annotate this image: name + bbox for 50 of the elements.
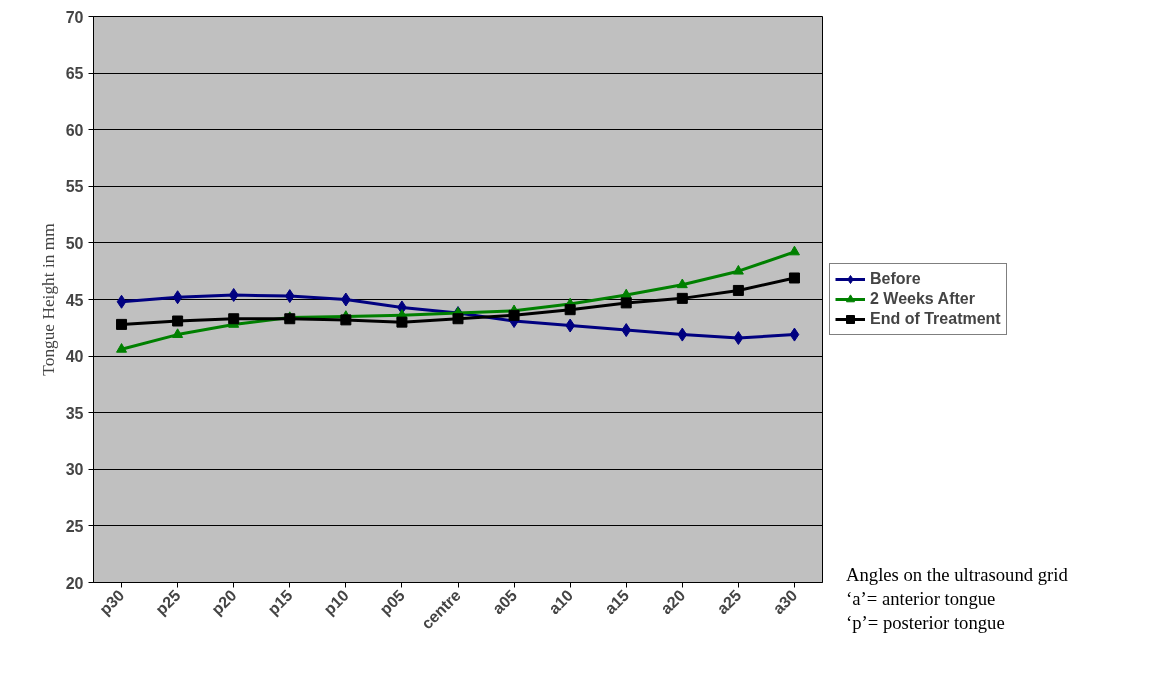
- y-tick-label: 40: [65, 348, 84, 366]
- point: [732, 284, 744, 296]
- y-tick-label: 65: [65, 65, 84, 83]
- point: [508, 309, 520, 321]
- point: [228, 313, 240, 325]
- point: [116, 294, 127, 309]
- x-tick-label: a15: [601, 586, 633, 618]
- text: ‘p’= posterior tongue: [846, 612, 1005, 633]
- point: [677, 327, 688, 342]
- point: [228, 287, 239, 302]
- point: [788, 272, 800, 284]
- x-tick-label: a25: [713, 586, 745, 618]
- point: [452, 313, 464, 325]
- point: [676, 278, 688, 289]
- point: [788, 245, 800, 256]
- y-tick-label: 30: [65, 461, 84, 479]
- x-tick-label: a20: [657, 586, 689, 618]
- point: [564, 304, 576, 316]
- point: [172, 315, 184, 327]
- point: [396, 316, 408, 328]
- point: [789, 327, 800, 342]
- text: ‘a’= anterior tongue: [846, 588, 996, 609]
- y-tick-label: 50: [65, 234, 84, 252]
- point: [340, 314, 352, 326]
- x-tick-label: a10: [545, 586, 577, 618]
- point: [676, 292, 688, 304]
- x-tick-label: a30: [769, 586, 801, 618]
- point: [732, 264, 744, 275]
- legend-label: End of Treatment: [870, 310, 1001, 328]
- point: [284, 289, 295, 304]
- y-axis-title: Tongue Height in mm: [38, 222, 58, 376]
- legend-label: 2 Weeks After: [870, 290, 975, 308]
- point: [172, 290, 183, 305]
- point: [284, 313, 296, 325]
- y-tick-label: 45: [65, 291, 84, 309]
- point: [116, 318, 128, 330]
- legend-label: Before: [870, 270, 921, 288]
- x-tick-label: a05: [489, 586, 521, 618]
- y-tick-label: 20: [65, 574, 84, 592]
- point: [733, 330, 744, 345]
- y-tick-label: 55: [65, 178, 84, 196]
- point: [620, 297, 632, 309]
- point: [116, 343, 128, 353]
- y-tick-label: 70: [65, 8, 84, 26]
- y-tick-label: 25: [65, 517, 84, 535]
- point: [621, 323, 632, 338]
- text: Angles on the ultrasound grid: [846, 564, 1068, 585]
- y-tick-label: 35: [65, 404, 84, 422]
- point: [172, 328, 184, 338]
- y-tick-label: 60: [65, 121, 84, 139]
